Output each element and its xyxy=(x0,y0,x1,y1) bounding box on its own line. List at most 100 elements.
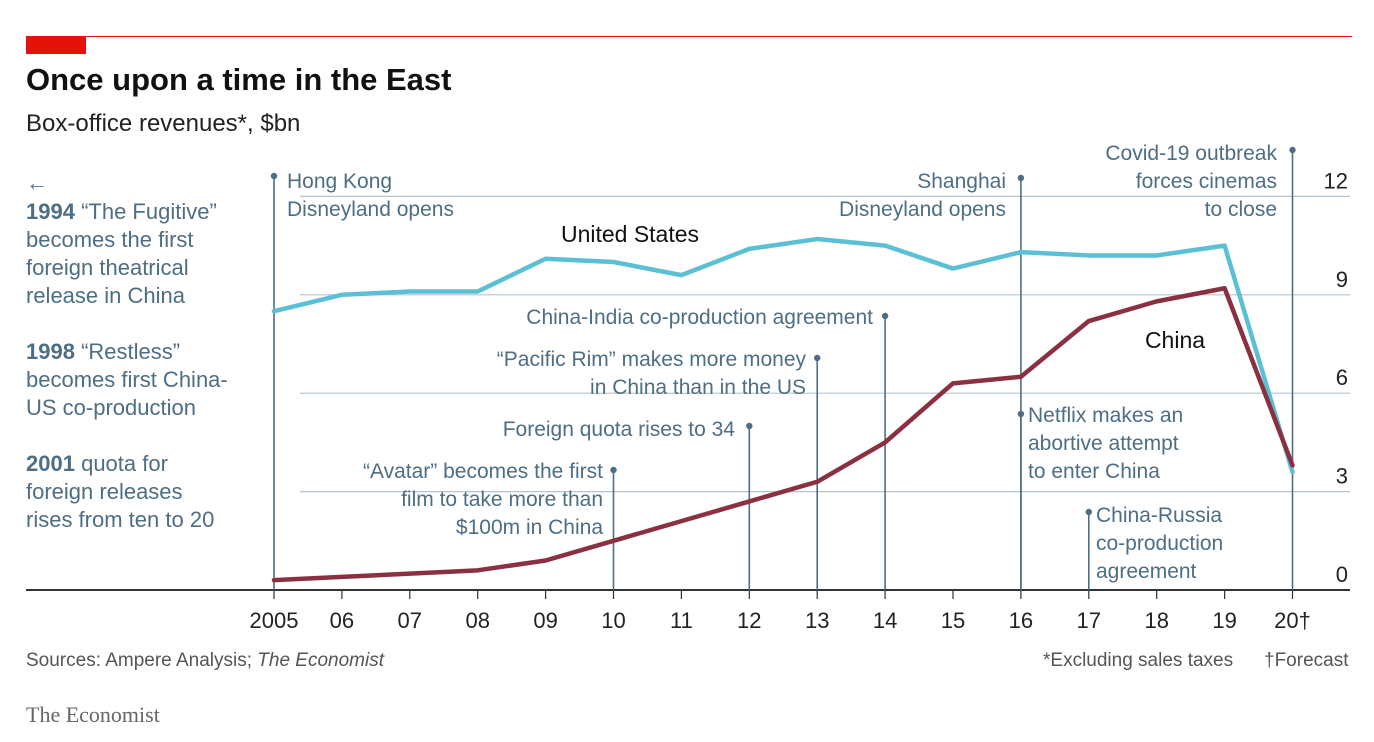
forecast-footnote: †Forecast xyxy=(1264,650,1349,671)
data-point xyxy=(339,292,344,297)
series-label-us: United States xyxy=(561,221,699,247)
brand-wordmark: The Economist xyxy=(26,702,160,727)
chart-title: Once upon a time in the East xyxy=(26,62,452,97)
series-line-us xyxy=(271,236,1295,475)
data-point xyxy=(543,558,548,563)
annotation: China-India co-production agreement xyxy=(526,306,889,590)
annotation-text: Disneyland opens xyxy=(287,198,454,221)
annotation-dot xyxy=(610,466,617,474)
data-point xyxy=(1086,253,1091,258)
series-line-china xyxy=(271,285,1295,583)
side-note-2001-line: rises from ten to 20 xyxy=(26,507,215,532)
annotation-text: abortive attempt xyxy=(1028,432,1179,455)
annotation-text: Disneyland opens xyxy=(839,198,1006,221)
x-tick-label: 13 xyxy=(805,608,829,633)
annotation: Foreign quota rises to 34 xyxy=(503,418,753,590)
x-tick-label: 2005 xyxy=(250,608,299,633)
annotation-dot xyxy=(746,422,753,430)
annotation-dot xyxy=(1017,174,1025,182)
x-tick-label: 08 xyxy=(465,608,489,633)
annotation-text: Foreign quota rises to 34 xyxy=(503,418,736,441)
data-point xyxy=(815,479,820,484)
data-point xyxy=(407,571,412,576)
data-point xyxy=(272,578,276,583)
data-point xyxy=(1222,286,1227,291)
side-note-2001: 2001 quota for foreign releases rises fr… xyxy=(26,450,214,534)
data-point xyxy=(1290,463,1295,468)
annotation-dot xyxy=(881,312,889,320)
annotation-text: co-production xyxy=(1096,532,1223,555)
annotation-dot xyxy=(814,354,821,362)
x-tick-label: 14 xyxy=(873,608,897,633)
data-point xyxy=(611,538,616,543)
side-note-2001-year: 2001 xyxy=(26,451,75,476)
annotation-text: Netflix makes an xyxy=(1028,404,1183,427)
x-tick-label: 12 xyxy=(737,608,761,633)
annotation-text: China-Russia xyxy=(1096,504,1222,527)
annotation-dot xyxy=(1017,410,1025,418)
x-tick-label: 07 xyxy=(398,608,422,633)
chart-subtitle: Box-office revenues*, $bn xyxy=(26,110,301,137)
data-point xyxy=(611,260,616,264)
x-tick-label: 09 xyxy=(533,608,557,633)
annotation-text: “Avatar” becomes the first xyxy=(363,460,603,483)
annotation-text: film to take more than xyxy=(401,488,603,511)
annotation-dot xyxy=(1289,146,1296,154)
side-note-2001-line: foreign releases xyxy=(26,479,183,504)
data-point xyxy=(951,381,955,386)
data-point xyxy=(747,246,752,251)
sources-text: Sources: Ampere Analysis; xyxy=(26,650,258,671)
side-note-1994: 1994 “The Fugitive” becomes the first fo… xyxy=(26,198,217,310)
annotation-text: Hong Kong xyxy=(287,170,392,193)
annotation-text: in China than in the US xyxy=(590,376,806,399)
x-tick-label: 20† xyxy=(1274,608,1311,633)
side-note-1998-year: 1998 xyxy=(26,339,75,364)
annotation: Shanghai Disneyland opens xyxy=(839,170,1025,590)
x-tick-label: 11 xyxy=(670,608,693,633)
data-point xyxy=(747,499,752,504)
series-label-china: China xyxy=(1145,327,1205,353)
y-tick-label: 9 xyxy=(1336,267,1348,292)
data-point xyxy=(815,237,820,242)
side-note-1998-line: “Restless” xyxy=(81,339,181,364)
annotation: “Avatar” becomes the first film to take m… xyxy=(363,460,617,590)
annotation-text: “Pacific Rim” makes more money xyxy=(497,348,807,371)
data-point xyxy=(1290,469,1295,474)
side-note-1994-line: becomes the first xyxy=(26,227,194,252)
x-tick-label: 06 xyxy=(330,608,354,633)
data-point xyxy=(679,273,684,278)
annotation-text: China-India co-production agreement xyxy=(526,306,873,329)
side-note-1994-line: “The Fugitive” xyxy=(81,199,217,224)
side-note-1994-line: release in China xyxy=(26,283,185,308)
sources-italic: The Economist xyxy=(257,650,385,671)
annotation-text: agreement xyxy=(1096,560,1197,583)
top-rule xyxy=(26,36,1352,37)
annotation-text: to enter China xyxy=(1028,460,1160,483)
sources-note: Sources: Ampere Analysis; The Economist xyxy=(26,650,384,672)
y-tick-label: 6 xyxy=(1336,365,1348,390)
annotation-dot xyxy=(270,172,278,180)
data-point xyxy=(475,289,480,294)
x-tick-label: 19 xyxy=(1212,608,1236,633)
side-note-1998-line: becomes first China- xyxy=(26,367,228,392)
annotation: Netflix makes an abortive attempt to enter… xyxy=(1017,404,1183,590)
annotation: China-Russia co-production agreement xyxy=(1085,504,1223,590)
brand-red-tag xyxy=(26,36,86,54)
data-point xyxy=(679,519,684,524)
annotation-text: Shanghai xyxy=(917,170,1006,193)
side-note-1994-line: foreign theatrical xyxy=(26,255,189,280)
data-point xyxy=(883,243,888,248)
x-tick-label: 10 xyxy=(601,608,625,633)
x-tick-label: 18 xyxy=(1144,608,1168,633)
data-point xyxy=(1018,374,1023,379)
data-point xyxy=(1154,299,1159,304)
data-point xyxy=(407,289,412,294)
annotation-text: to close xyxy=(1205,198,1277,221)
data-point xyxy=(339,574,344,579)
y-tick-label: 12 xyxy=(1324,168,1348,193)
annotation-text: forces cinemas xyxy=(1136,170,1277,193)
data-point xyxy=(1018,250,1023,255)
side-note-2001-line: quota for xyxy=(81,451,168,476)
back-arrow-icon: ← xyxy=(26,170,48,195)
